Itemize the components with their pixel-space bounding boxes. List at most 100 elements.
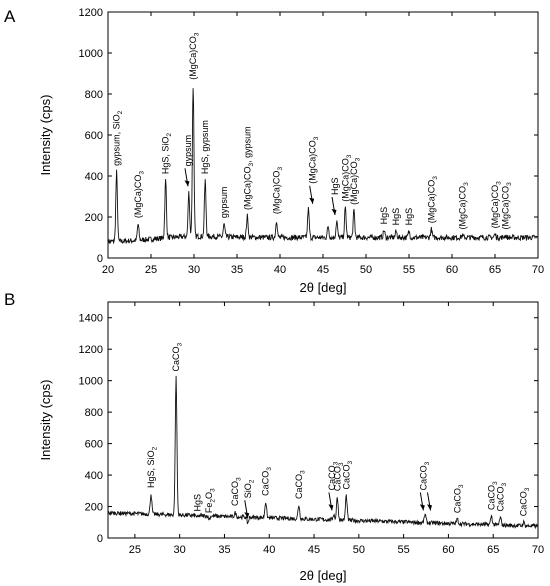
x-tick-label: 60: [446, 264, 458, 276]
peak-annotation: HgS, SiO2: [146, 446, 159, 488]
x-tick-label: 35: [218, 544, 230, 556]
x-tick-label: 30: [188, 264, 200, 276]
peak-annotation: (MgCa)CO3: [340, 154, 353, 202]
peak-annotation: CaCO3: [341, 461, 354, 490]
peak-annotation-label: HgS, SiO2: [146, 446, 159, 488]
peak-annotation-label: (MgCa)CO3: [500, 182, 513, 230]
peak-annotation: CaCO3: [418, 461, 431, 490]
annotation-arrowhead: [427, 504, 432, 511]
peak-annotation-label: CaCO3: [341, 461, 354, 490]
y-tick-label: 200: [85, 212, 103, 224]
peak-annotation-label: CaCO3: [519, 487, 532, 516]
peak-annotation: CaCO3: [495, 483, 508, 512]
peak-annotation-label: HgS, SiO2: [161, 133, 174, 175]
annotation-arrowhead: [328, 504, 334, 511]
peak-annotation-label: (MgCa)CO3: [272, 167, 285, 215]
peak-annotation: gypsum: [219, 187, 229, 219]
plot-frame: [107, 301, 539, 539]
annotation-arrowhead: [309, 197, 315, 204]
peak-annotation: CaCO3: [294, 470, 307, 499]
xrd-series-line: [107, 88, 539, 245]
peak-annotation: CaCO3: [519, 487, 532, 516]
peak-annotation-label: gypsum: [183, 135, 193, 167]
peak-annotation-label: CaCO3: [452, 484, 465, 513]
peak-annotation-label: (MgCa)CO3: [426, 176, 439, 224]
y-axis-label-group: Intensity (cps): [38, 380, 53, 461]
peak-annotation: gypsum, SiO2: [112, 110, 125, 166]
peak-annotation-label: gypsum, SiO2: [112, 110, 125, 166]
peak-annotation: (MgCa)CO3, gypsum: [242, 126, 255, 210]
peak-annotation-label: CaCO3: [327, 461, 340, 490]
y-tick-label: 1400: [79, 313, 103, 325]
peak-annotation: HgS: [379, 207, 389, 225]
x-tick-label: 50: [353, 544, 365, 556]
peak-annotation: CaCO3: [486, 481, 499, 510]
peak-annotation-label: HgS: [330, 178, 340, 196]
y-tick-label: 1200: [79, 344, 103, 356]
peak-annotation-label: CaCO3: [171, 343, 184, 372]
peak-annotation-label: CaCO3: [230, 477, 243, 506]
peak-annotation: HgS: [330, 178, 340, 196]
x-tick-label: 65: [489, 264, 501, 276]
peak-annotation-label: (MgCa)CO3: [340, 154, 353, 202]
y-tick-label: 1000: [79, 376, 103, 388]
panel-a: A 20 25 30 35 40 45 50 55 60 65 70 0 200 400 600 800 1000…: [4, 7, 544, 295]
x-tick-label: 45: [308, 544, 320, 556]
y-tick-label: 400: [85, 470, 103, 482]
peak-annotation: HgS, gypsum: [200, 120, 210, 174]
x-tick-label: 30: [174, 544, 186, 556]
peak-annotation: SiO2: [243, 479, 256, 498]
peak-annotation-label: (MgCa)CO3: [188, 32, 201, 80]
peak-annotation-label: HgS, gypsum: [200, 120, 210, 174]
y-axis-label: Intensity (cps): [38, 380, 53, 461]
panel-letter: B: [4, 290, 15, 309]
peak-annotation: (MgCa)CO3: [308, 136, 321, 184]
peak-annotation: HgS, SiO2: [161, 133, 174, 175]
y-axis-label-group: Intensity (cps): [38, 95, 53, 176]
y-tick-label: 400: [85, 171, 103, 183]
peak-annotation: CaCO3: [452, 484, 465, 513]
peak-annotation-label: (MgCa)CO3: [457, 182, 470, 230]
annotation-arrowhead: [184, 180, 190, 187]
peak-annotation-label: CaCO3: [261, 467, 274, 496]
x-tick-label: 45: [317, 264, 329, 276]
annotation-arrowhead: [331, 209, 337, 216]
peak-annotation-label: HgS: [391, 208, 401, 226]
peak-annotation: HgS: [193, 494, 203, 512]
peak-annotation-label: SiO2: [243, 479, 256, 498]
y-tick-label: 600: [85, 130, 103, 142]
peak-annotation: CaCO3: [171, 343, 184, 372]
panel-letter: A: [4, 7, 16, 26]
y-tick-label: 800: [85, 407, 103, 419]
y-tick-label: 200: [85, 502, 103, 514]
y-tick-label: 0: [97, 533, 103, 545]
peak-annotation: (MgCa)CO3: [349, 157, 362, 205]
x-tick-label: 55: [398, 544, 410, 556]
x-tick-label: 25: [129, 544, 141, 556]
annotation-arrowhead: [244, 512, 250, 519]
xrd-series-line: [107, 375, 539, 530]
peak-annotation: HgS: [404, 208, 414, 226]
x-tick-label: 65: [487, 544, 499, 556]
peak-annotation-label: HgS: [379, 207, 389, 225]
panel-b: B 25 30 35 40 45 50 55 60 65 70 0 200 400 600 800 1000 12…: [4, 290, 544, 583]
x-tick-label: 70: [532, 264, 544, 276]
peak-annotation: HgS: [391, 208, 401, 226]
annotation-arrowhead: [419, 504, 425, 511]
x-axis-label: 2θ [deg]: [300, 280, 347, 295]
x-axis-label: 2θ [deg]: [300, 568, 347, 583]
peak-annotation-label: (MgCa)CO3, gypsum: [242, 126, 255, 210]
y-tick-label: 1200: [79, 7, 103, 19]
peak-annotation-label: CaCO3: [486, 481, 499, 510]
x-tick-label: 40: [263, 544, 275, 556]
peak-annotation: Fe2O3: [204, 488, 217, 513]
peak-annotation: CaCO3: [230, 477, 243, 506]
peak-annotation-label: gypsum: [219, 187, 229, 219]
peak-annotation-label: CaCO3: [495, 483, 508, 512]
peak-annotation-label: HgS: [404, 208, 414, 226]
x-tick-label: 50: [360, 264, 372, 276]
x-tick-label: 60: [442, 544, 454, 556]
peak-annotation-label: (MgCa)CO3: [490, 181, 503, 229]
y-tick-label: 1000: [79, 48, 103, 60]
